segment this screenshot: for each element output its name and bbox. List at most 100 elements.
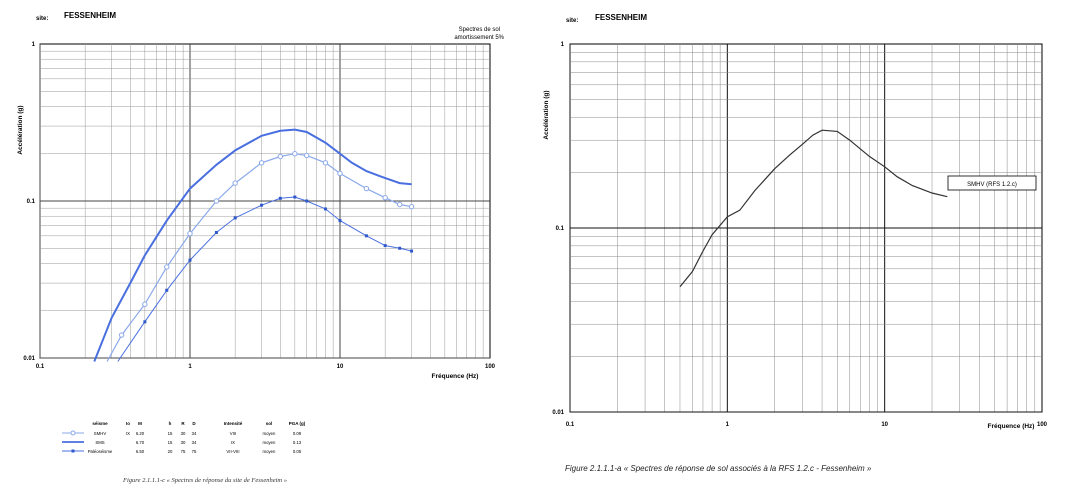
legend-cell: 34 — [192, 440, 197, 445]
data-point-smhv — [277, 153, 284, 160]
x-tick-label: 1 — [188, 364, 192, 370]
series-line-paleoseisme — [117, 196, 412, 362]
right-chart-svg: site: FESSENHEIM Accélération (g) Fréque… — [543, 13, 1048, 430]
x-tick-label: 10 — [337, 364, 344, 370]
legend-header-cell: h — [169, 421, 172, 426]
data-point-smhv — [142, 301, 148, 307]
left-chart-svg: site: FESSENHEIM Spectres de sol amortis… — [17, 11, 505, 454]
legend-header-cell: séisme — [92, 421, 108, 426]
legend-cell: SMS — [95, 440, 104, 445]
legend-cell: 0.13 — [293, 440, 302, 445]
data-point-paleoseisme — [143, 320, 147, 324]
legend-cell: 75 — [192, 449, 197, 454]
series-line-sms — [93, 128, 412, 362]
legend-cell: 15 — [168, 440, 173, 445]
legend-cell: 75 — [181, 449, 186, 454]
site-label: site: — [566, 18, 578, 24]
data-point-paleoseisme — [165, 288, 169, 292]
legend-cell: Paléoséisme — [88, 449, 113, 454]
x-tick-label: 1 — [726, 422, 730, 428]
data-point-paleoseisme — [293, 195, 297, 199]
data-point-smhv — [337, 170, 343, 177]
x-axis-label: Fréquence (Hz) — [988, 423, 1035, 430]
site-label: site: — [36, 16, 48, 22]
legend-marker-paleoseisme — [71, 449, 75, 453]
data-point-paleoseisme — [188, 258, 192, 262]
legend-header-cell: PGA (g) — [289, 421, 306, 426]
data-point-paleoseisme — [364, 234, 368, 238]
data-point-smhv — [187, 230, 193, 237]
y-axis-label: Accélération (g) — [17, 105, 24, 154]
data-point-paleoseisme — [410, 249, 414, 253]
data-point-paleoseisme — [260, 203, 264, 207]
data-point-smhv — [396, 201, 403, 208]
legend-cell: 0.09 — [293, 431, 302, 436]
legend-cell: 20 — [168, 449, 173, 454]
data-point-paleoseisme — [278, 196, 282, 200]
legend-cell: 6.70 — [136, 440, 145, 445]
legend-header-cell: R — [181, 421, 185, 426]
y-tick-label: 0.01 — [552, 410, 564, 416]
left-figure: site: FESSENHEIM Spectres de sol amortis… — [0, 0, 528, 495]
x-tick-label: 0.1 — [566, 422, 575, 428]
left-caption: Figure 2.1.1.1-c « Spectres de réponse d… — [123, 477, 287, 484]
legend-cell: 15 — [168, 431, 173, 436]
y-tick-label: 1 — [32, 42, 36, 48]
data-point-smhv — [408, 203, 415, 210]
chart-note-line2: amortissement 5% — [454, 35, 504, 41]
legend-cell: IX — [126, 431, 130, 436]
data-point-smhv — [164, 264, 170, 270]
x-tick-label: 100 — [1037, 422, 1048, 428]
x-tick-label: 0.1 — [36, 364, 45, 370]
series-line-smhv-rfs — [679, 129, 948, 288]
legend-header-cell: Io — [126, 421, 130, 426]
legend-cell: 6.20 — [136, 431, 145, 436]
legend-header-cell: Intensité — [224, 421, 243, 426]
data-point-paleoseisme — [338, 219, 342, 223]
legend-cell: 6.50 — [136, 449, 145, 454]
data-point-smhv — [118, 332, 125, 338]
legend-cell: 30 — [181, 440, 186, 445]
data-point-paleoseisme — [233, 216, 237, 220]
data-point-paleoseisme — [323, 207, 327, 211]
data-point-smhv — [213, 198, 220, 204]
y-axis-label: Accélération (g) — [543, 90, 550, 139]
legend-marker-smhv — [70, 430, 76, 436]
chart-note-line1: Spectres de sol — [459, 27, 500, 33]
right-caption: Figure 2.1.1.1-a « Spectres de réponse d… — [565, 464, 872, 473]
legend-cell: moyen — [263, 449, 277, 454]
data-point-paleoseisme — [398, 246, 402, 250]
x-tick-label: 100 — [485, 364, 496, 370]
data-point-smhv — [258, 160, 265, 166]
legend-header-cell: M — [138, 421, 142, 426]
legend-cell: moyen — [263, 440, 277, 445]
data-point-paleoseisme — [214, 231, 218, 235]
legend-cell: 34 — [192, 431, 197, 436]
legend-cell: VII-VIII — [226, 449, 239, 454]
legend-header-cell: sol — [266, 421, 273, 426]
legend-cell: 30 — [181, 431, 186, 436]
data-point-smhv — [304, 152, 310, 159]
legend-cell: moyen — [263, 431, 277, 436]
data-point-smhv — [322, 160, 329, 166]
legend-cell: VIII — [230, 431, 236, 436]
x-axis-label: Fréquence (Hz) — [432, 373, 479, 380]
annotation-text: SMHV (RFS 1.2.c) — [967, 182, 1017, 188]
site-name: FESSENHEIM — [64, 11, 116, 20]
y-tick-label: 1 — [561, 42, 565, 48]
annotation-box: SMHV (RFS 1.2.c) — [947, 175, 1037, 191]
site-name: FESSENHEIM — [595, 13, 647, 22]
y-tick-label: 0.1 — [27, 199, 36, 205]
data-point-paleoseisme — [383, 244, 387, 248]
right-figure: site: FESSENHEIM Accélération (g) Fréque… — [528, 0, 1072, 495]
legend-cell: SMHV — [94, 431, 107, 436]
legend-cell: 0.05 — [293, 449, 302, 454]
data-point-smhv — [292, 151, 298, 157]
data-point-paleoseisme — [305, 199, 309, 203]
legend-cell: IX — [231, 440, 235, 445]
legend-header-cell: D — [192, 421, 196, 426]
data-point-smhv — [232, 180, 238, 186]
y-tick-label: 0.01 — [23, 356, 35, 362]
x-tick-label: 10 — [881, 422, 888, 428]
data-point-smhv — [363, 185, 370, 192]
